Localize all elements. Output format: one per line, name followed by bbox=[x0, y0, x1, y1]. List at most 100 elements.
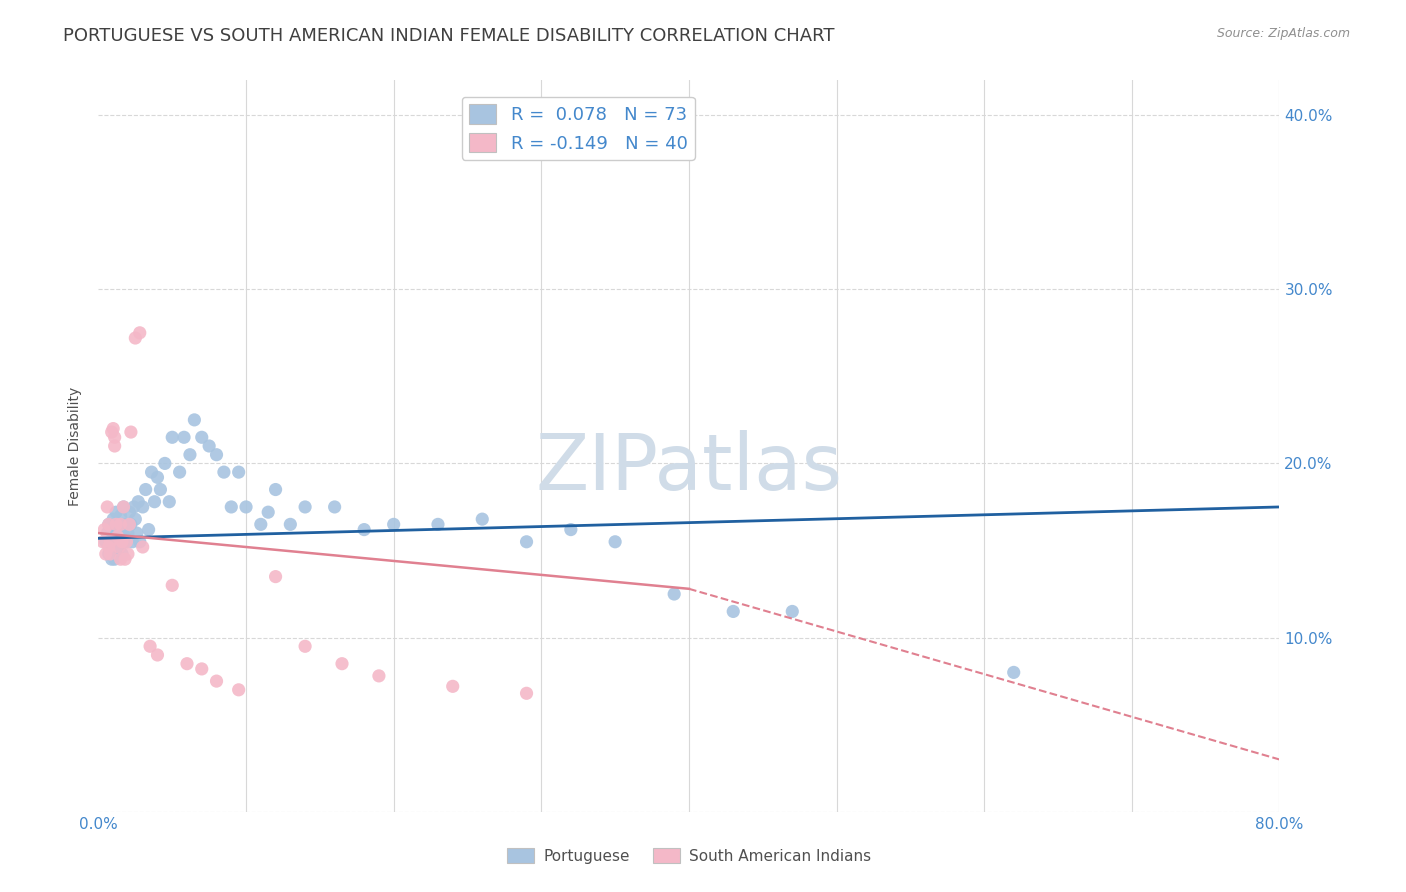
Point bbox=[108, 540, 131, 554]
Point bbox=[124, 512, 146, 526]
Point bbox=[128, 326, 150, 340]
Point bbox=[94, 534, 117, 549]
Point bbox=[228, 682, 250, 697]
Point bbox=[141, 465, 163, 479]
Point bbox=[115, 534, 138, 549]
Point bbox=[105, 530, 128, 544]
Point bbox=[100, 523, 122, 537]
Point bbox=[114, 517, 136, 532]
Point bbox=[330, 657, 353, 671]
Point bbox=[294, 640, 316, 654]
Point bbox=[173, 430, 195, 444]
Point bbox=[605, 534, 627, 549]
Point bbox=[112, 500, 135, 514]
Point bbox=[212, 465, 235, 479]
Point bbox=[121, 534, 143, 549]
Text: ZIPatlas: ZIPatlas bbox=[536, 430, 842, 506]
Point bbox=[441, 679, 464, 693]
Y-axis label: Female Disability: Female Disability bbox=[69, 386, 83, 506]
Point bbox=[98, 547, 121, 561]
Point bbox=[162, 578, 183, 592]
Point bbox=[96, 500, 118, 514]
Point bbox=[146, 648, 169, 662]
Point bbox=[368, 669, 391, 683]
Point bbox=[97, 517, 120, 532]
Point bbox=[105, 517, 128, 532]
Point bbox=[103, 543, 125, 558]
Point bbox=[143, 494, 166, 508]
Point bbox=[115, 534, 138, 549]
Point bbox=[228, 465, 250, 479]
Point bbox=[110, 534, 132, 549]
Point bbox=[782, 604, 804, 618]
Point bbox=[97, 517, 120, 532]
Point bbox=[323, 500, 346, 514]
Point bbox=[111, 534, 134, 549]
Point bbox=[179, 448, 201, 462]
Point bbox=[191, 430, 214, 444]
Point bbox=[125, 526, 148, 541]
Point bbox=[108, 540, 131, 554]
Point bbox=[100, 425, 122, 439]
Point bbox=[98, 540, 121, 554]
Point bbox=[516, 534, 538, 549]
Point bbox=[103, 421, 125, 435]
Point bbox=[96, 526, 118, 541]
Point bbox=[205, 448, 228, 462]
Text: PORTUGUESE VS SOUTH AMERICAN INDIAN FEMALE DISABILITY CORRELATION CHART: PORTUGUESE VS SOUTH AMERICAN INDIAN FEMA… bbox=[63, 27, 835, 45]
Point bbox=[110, 517, 132, 532]
Point bbox=[264, 483, 287, 497]
Point bbox=[157, 494, 180, 508]
Point bbox=[104, 552, 127, 566]
Point bbox=[250, 517, 273, 532]
Point bbox=[153, 457, 176, 471]
Point bbox=[114, 552, 136, 566]
Point bbox=[108, 526, 131, 541]
Point bbox=[149, 483, 172, 497]
Point bbox=[191, 662, 214, 676]
Point bbox=[107, 547, 129, 561]
Point bbox=[183, 413, 205, 427]
Point bbox=[98, 534, 121, 549]
Point bbox=[107, 517, 129, 532]
Point bbox=[135, 483, 157, 497]
Point bbox=[132, 500, 155, 514]
Point bbox=[146, 470, 169, 484]
Point bbox=[111, 521, 134, 535]
Point bbox=[118, 517, 141, 532]
Point bbox=[205, 674, 228, 689]
Point bbox=[664, 587, 686, 601]
Point bbox=[560, 523, 582, 537]
Point bbox=[235, 500, 257, 514]
Point bbox=[107, 530, 129, 544]
Point bbox=[176, 657, 198, 671]
Point bbox=[427, 517, 450, 532]
Point bbox=[353, 523, 375, 537]
Point bbox=[110, 508, 132, 523]
Point bbox=[124, 331, 146, 345]
Point bbox=[104, 430, 127, 444]
Point bbox=[162, 430, 183, 444]
Point bbox=[97, 540, 120, 554]
Point bbox=[294, 500, 316, 514]
Text: Source: ZipAtlas.com: Source: ZipAtlas.com bbox=[1216, 27, 1350, 40]
Point bbox=[169, 465, 191, 479]
Point bbox=[110, 552, 132, 566]
Point bbox=[471, 512, 494, 526]
Point bbox=[221, 500, 243, 514]
Point bbox=[1002, 665, 1025, 680]
Point bbox=[114, 530, 136, 544]
Point bbox=[723, 604, 745, 618]
Point bbox=[103, 512, 125, 526]
Point bbox=[382, 517, 405, 532]
Point bbox=[516, 686, 538, 700]
Point bbox=[280, 517, 302, 532]
Point bbox=[264, 569, 287, 583]
Point bbox=[128, 534, 150, 549]
Point bbox=[122, 500, 145, 514]
Point bbox=[94, 547, 117, 561]
Point bbox=[104, 534, 127, 549]
Point bbox=[97, 547, 120, 561]
Point bbox=[105, 505, 128, 519]
Point bbox=[98, 530, 121, 544]
